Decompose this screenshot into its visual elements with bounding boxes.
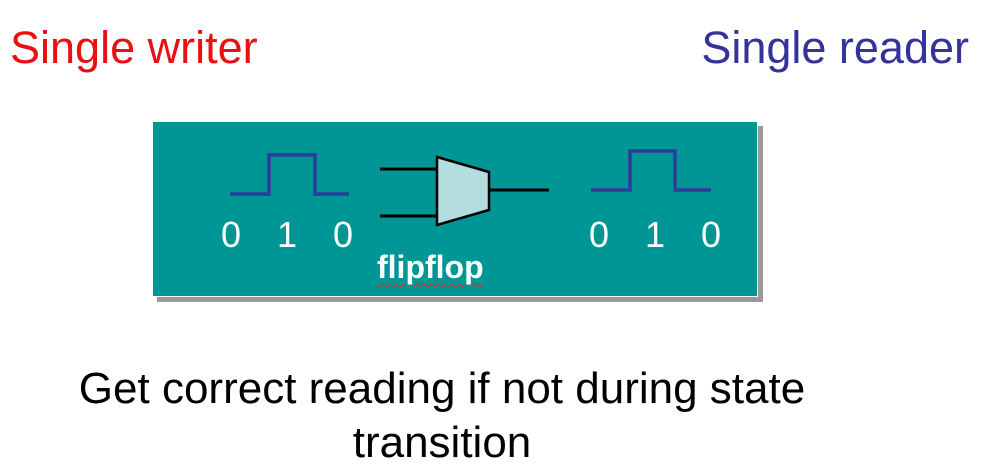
caption-text: Get correct reading if not during state … [78,364,806,467]
flipflop-diagram [230,149,711,227]
reader-bit: 0 [700,214,722,255]
reader-bit: 1 [644,214,666,255]
writer-bit: 0 [332,214,354,255]
flipflop-label: flipflop [377,249,484,285]
reader-pulse-waveform [591,149,711,192]
reader-bit: 0 [588,214,610,255]
writer-pulse-waveform [230,153,349,196]
flipflop-gate-icon [435,155,491,227]
writer-bit: 1 [276,214,298,255]
writer-bit: 0 [220,214,242,255]
single-reader-label: Single reader [701,22,969,73]
single-writer-label: Single writer [10,22,258,73]
